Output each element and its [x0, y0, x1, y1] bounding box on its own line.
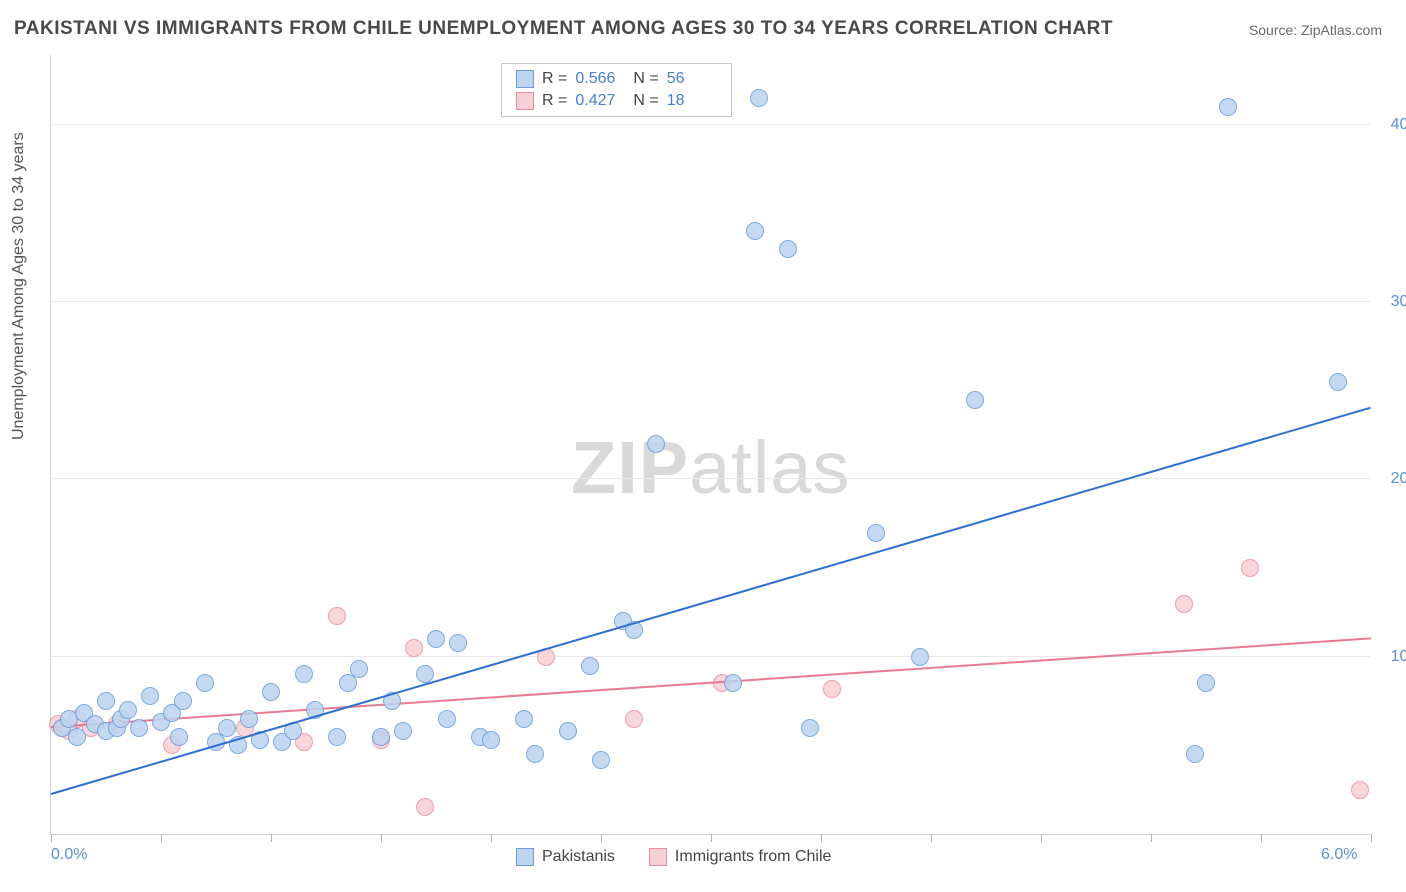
pakistanis-point [449, 634, 467, 652]
x-tick [821, 834, 822, 842]
swatch-chile-icon [516, 92, 534, 110]
x-tick [601, 834, 602, 842]
x-tick [51, 834, 52, 842]
source-attribution: Source: ZipAtlas.com [1249, 22, 1382, 38]
y-tick-label: 30.0% [1391, 293, 1406, 311]
chile-point [625, 710, 643, 728]
pakistanis-point [647, 435, 665, 453]
y-axis-label: Unemployment Among Ages 30 to 34 years [10, 132, 28, 440]
chile-point [823, 680, 841, 698]
legend-item-chile: Immigrants from Chile [649, 848, 831, 866]
pakistanis-point [592, 751, 610, 769]
pakistanis-point [141, 687, 159, 705]
correlation-legend: R = 0.566 N = 56 R = 0.427 N = 18 [501, 63, 732, 117]
gridline [51, 301, 1370, 302]
legend-item-pakistanis: Pakistanis [516, 848, 615, 866]
y-tick-label: 40.0% [1391, 116, 1406, 134]
x-tick-label: 0.0% [51, 846, 87, 864]
x-tick [381, 834, 382, 842]
gridline [51, 656, 1370, 657]
x-tick [711, 834, 712, 842]
chile-point [328, 607, 346, 625]
pakistanis-point [427, 630, 445, 648]
pakistanis-point [262, 683, 280, 701]
pakistanis-point [746, 222, 764, 240]
pakistanis-point [750, 89, 768, 107]
pakistanis-point [170, 728, 188, 746]
x-tick [1371, 834, 1372, 842]
series-legend: Pakistanis Immigrants from Chile [516, 848, 831, 866]
pakistanis-point [779, 240, 797, 258]
pakistanis-point [1186, 745, 1204, 763]
r-value-pakistanis: 0.566 [575, 70, 625, 88]
pakistanis-point [350, 660, 368, 678]
r-label: R = [542, 70, 567, 88]
pakistanis-point [482, 731, 500, 749]
x-tick [1261, 834, 1262, 842]
x-tick-label: 6.0% [1321, 846, 1357, 864]
pakistanis-point [724, 674, 742, 692]
pakistanis-point [867, 524, 885, 542]
legend-row-pakistanis: R = 0.566 N = 56 [516, 68, 717, 90]
gridline [51, 478, 1370, 479]
swatch-pakistanis-icon [516, 848, 534, 866]
y-tick-label: 20.0% [1391, 470, 1406, 488]
pakistanis-point [328, 728, 346, 746]
pakistanis-point [68, 728, 86, 746]
x-tick [161, 834, 162, 842]
x-tick [931, 834, 932, 842]
pakistanis-point [240, 710, 258, 728]
pakistanis-point [911, 648, 929, 666]
pakistanis-point [801, 719, 819, 737]
source-value: ZipAtlas.com [1301, 22, 1382, 38]
n-label: N = [633, 92, 658, 110]
x-tick [1151, 834, 1152, 842]
source-label: Source: [1249, 22, 1301, 38]
x-tick [271, 834, 272, 842]
pakistanis-point [196, 674, 214, 692]
legend-label-chile: Immigrants from Chile [675, 848, 831, 866]
pakistanis-point [174, 692, 192, 710]
gridline [51, 124, 1370, 125]
pakistanis-point [372, 728, 390, 746]
pakistanis-point [526, 745, 544, 763]
legend-label-pakistanis: Pakistanis [542, 848, 615, 866]
pakistanis-point [1219, 98, 1237, 116]
pakistanis-point [515, 710, 533, 728]
swatch-chile-icon [649, 848, 667, 866]
pakistanis-point [1197, 674, 1215, 692]
r-label: R = [542, 92, 567, 110]
pakistanis-point [438, 710, 456, 728]
pakistanis-point [559, 722, 577, 740]
pakistanis-point [394, 722, 412, 740]
chile-point [1351, 781, 1369, 799]
x-tick [491, 834, 492, 842]
y-tick-label: 10.0% [1391, 648, 1406, 666]
pakistanis-point [218, 719, 236, 737]
chart-title: PAKISTANI VS IMMIGRANTS FROM CHILE UNEMP… [14, 18, 1113, 40]
watermark-bold: ZIP [571, 426, 689, 509]
watermark-rest: atlas [689, 426, 850, 509]
x-tick [1041, 834, 1042, 842]
pakistanis-point [119, 701, 137, 719]
scatter-chart: ZIPatlas R = 0.566 N = 56 R = 0.427 N = … [50, 55, 1370, 835]
chile-point [1241, 559, 1259, 577]
pakistanis-point [97, 692, 115, 710]
pakistanis-trendline [51, 407, 1372, 795]
chile-point [416, 798, 434, 816]
chile-point [1175, 595, 1193, 613]
legend-row-chile: R = 0.427 N = 18 [516, 90, 717, 112]
n-value-chile: 18 [667, 92, 717, 110]
pakistanis-point [130, 719, 148, 737]
pakistanis-point [966, 391, 984, 409]
pakistanis-point [295, 665, 313, 683]
chile-point [405, 639, 423, 657]
n-label: N = [633, 70, 658, 88]
n-value-pakistanis: 56 [667, 70, 717, 88]
pakistanis-point [1329, 373, 1347, 391]
swatch-pakistanis-icon [516, 70, 534, 88]
r-value-chile: 0.427 [575, 92, 625, 110]
watermark: ZIPatlas [571, 425, 850, 510]
pakistanis-point [581, 657, 599, 675]
